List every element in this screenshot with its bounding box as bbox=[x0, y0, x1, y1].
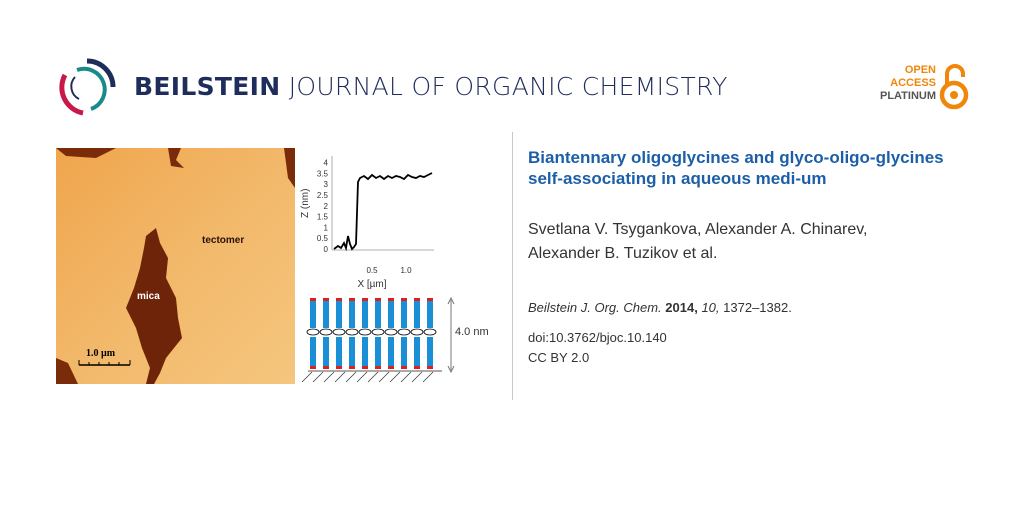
molecule-part bbox=[336, 298, 342, 301]
substrate-hatch bbox=[301, 371, 313, 383]
substrate-hatch bbox=[323, 371, 335, 383]
molecule-part bbox=[362, 298, 368, 328]
molecule-part bbox=[362, 298, 368, 301]
citation: Beilstein J. Org. Chem. 2014, 10, 1372–1… bbox=[528, 300, 792, 315]
y-tick: 3 bbox=[324, 180, 329, 189]
molecule-part bbox=[310, 337, 316, 369]
substrate-hatch bbox=[422, 371, 434, 383]
y-tick: 1 bbox=[324, 223, 329, 232]
beilstein-logo-icon bbox=[59, 58, 116, 116]
substrate-hatch bbox=[378, 371, 390, 383]
molecule-part bbox=[410, 328, 424, 336]
molecule-part bbox=[388, 366, 394, 369]
molecule-part bbox=[427, 298, 433, 328]
article-authors: Svetlana V. Tsygankova, Alexander A. Chi… bbox=[528, 221, 868, 262]
molecule-part bbox=[384, 328, 398, 336]
license: CC BY 2.0 bbox=[528, 350, 590, 365]
molecule-part bbox=[349, 298, 355, 301]
molecule-part bbox=[362, 337, 368, 369]
molecule-part bbox=[336, 298, 342, 328]
molecule-part bbox=[388, 298, 394, 301]
substrate-hatch bbox=[389, 371, 401, 383]
divider bbox=[512, 132, 513, 400]
molecule-part bbox=[423, 328, 437, 336]
molecule-part bbox=[349, 366, 355, 369]
molecule-part bbox=[306, 328, 320, 336]
y-tick: 0.5 bbox=[317, 234, 329, 243]
molecule-part bbox=[388, 337, 394, 369]
substrate-hatch bbox=[334, 371, 346, 383]
molecule-part bbox=[323, 366, 329, 369]
molecule-part bbox=[414, 366, 420, 369]
molecule-part bbox=[375, 298, 381, 301]
substrate-hatch bbox=[400, 371, 412, 383]
molecule-part bbox=[358, 328, 372, 336]
molecule-part bbox=[375, 337, 381, 369]
substrate-hatch bbox=[345, 371, 357, 383]
open-access-badge: OPEN ACCESS PLATINUM bbox=[879, 64, 936, 102]
substrate-hatch bbox=[356, 371, 368, 383]
molecule-part bbox=[401, 298, 407, 301]
molecule-part bbox=[414, 298, 420, 328]
molecule-part bbox=[427, 366, 433, 369]
molecule-part bbox=[427, 337, 433, 369]
molecule-part bbox=[323, 298, 329, 328]
molecule-part bbox=[397, 328, 411, 336]
afm-label-mica: mica bbox=[137, 291, 160, 302]
molecule-part bbox=[323, 298, 329, 301]
molecule-part bbox=[375, 366, 381, 369]
molecule-part bbox=[319, 328, 333, 336]
molecule-part bbox=[349, 298, 355, 328]
x-axis-label: X [µm] bbox=[357, 279, 386, 290]
substrate-hatch bbox=[367, 371, 379, 383]
afm-image bbox=[56, 148, 295, 384]
molecule-part bbox=[336, 366, 342, 369]
scale-bar bbox=[78, 360, 131, 366]
molecule-part bbox=[401, 337, 407, 369]
journal-title: BEILSTEIN JOURNAL OF ORGANIC CHEMISTRY bbox=[134, 72, 728, 101]
molecule-part bbox=[427, 298, 433, 301]
doi[interactable]: doi:10.3762/bjoc.10.140 bbox=[528, 330, 667, 345]
x-tick: 0.5 bbox=[366, 266, 378, 275]
molecule-part bbox=[401, 298, 407, 328]
open-lock-icon bbox=[939, 64, 969, 110]
y-tick: 3.5 bbox=[317, 169, 329, 178]
molecule-part bbox=[349, 337, 355, 369]
molecule-part bbox=[414, 298, 420, 301]
y-tick: 0 bbox=[324, 245, 329, 254]
molecule-part bbox=[310, 366, 316, 369]
molecule-part bbox=[388, 298, 394, 328]
molecule-part bbox=[401, 366, 407, 369]
molecule-part bbox=[362, 366, 368, 369]
molecule-part bbox=[323, 337, 329, 369]
y-tick: 1.5 bbox=[317, 213, 329, 222]
molecule-part bbox=[414, 337, 420, 369]
height-label: 4.0 nm bbox=[455, 326, 489, 338]
molecule-part bbox=[332, 328, 346, 336]
molecule-part bbox=[375, 298, 381, 328]
profile-line bbox=[333, 172, 433, 252]
y-tick: 2 bbox=[324, 202, 329, 211]
substrate-hatch bbox=[312, 371, 324, 383]
molecule-part bbox=[310, 298, 316, 328]
molecule-part bbox=[371, 328, 385, 336]
x-tick: 1.0 bbox=[400, 266, 412, 275]
afm-label-tectomer: tectomer bbox=[202, 235, 245, 246]
molecule-part bbox=[336, 337, 342, 369]
y-tick: 4 bbox=[324, 159, 329, 168]
article-title[interactable]: Biantennary oligoglycines and glyco-olig… bbox=[528, 148, 944, 188]
height-profile-plot: 0 0.5 11.5 2 2.5 3 3.54 Z (nm) 0.5 1.0 X [µm] bbox=[300, 156, 455, 383]
molecule-part bbox=[310, 298, 316, 301]
scale-bar-label: 1.0 µm bbox=[86, 348, 116, 359]
y-axis-label: Z (nm) bbox=[300, 189, 311, 218]
molecule-part bbox=[345, 328, 359, 336]
y-tick: 2.5 bbox=[317, 191, 329, 200]
substrate-hatch bbox=[411, 371, 423, 383]
